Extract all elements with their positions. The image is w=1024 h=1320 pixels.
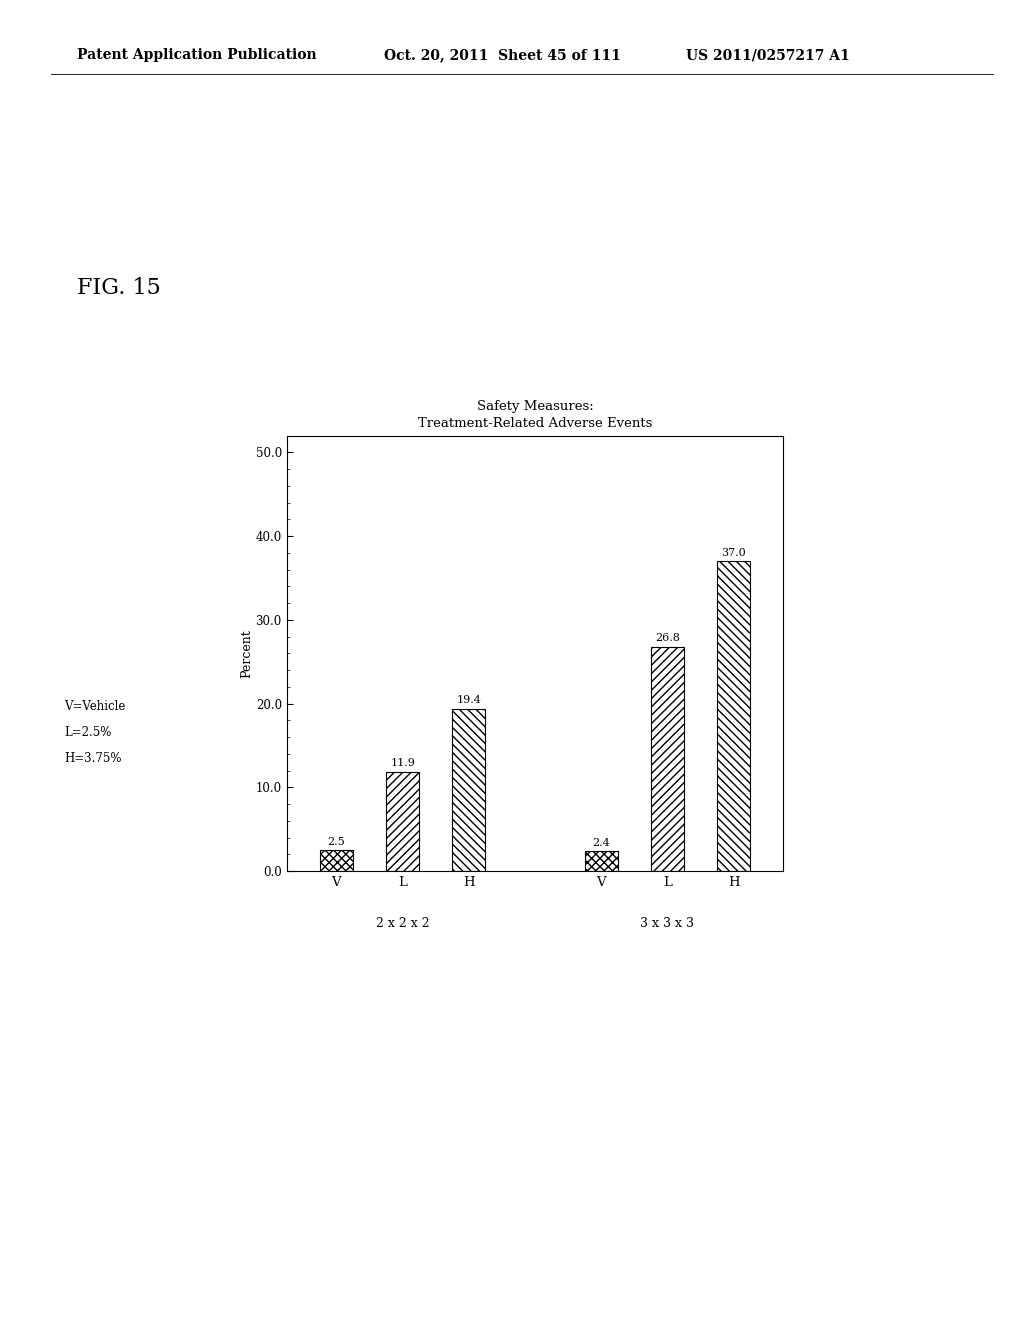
Text: 19.4: 19.4 xyxy=(457,696,481,705)
Text: V=Vehicle: V=Vehicle xyxy=(65,700,126,713)
Text: Patent Application Publication: Patent Application Publication xyxy=(77,49,316,62)
Bar xyxy=(585,851,617,871)
Text: 37.0: 37.0 xyxy=(721,548,746,558)
Text: Oct. 20, 2011  Sheet 45 of 111: Oct. 20, 2011 Sheet 45 of 111 xyxy=(384,49,621,62)
Text: 2 x 2 x 2: 2 x 2 x 2 xyxy=(376,917,429,931)
Text: 11.9: 11.9 xyxy=(390,758,415,768)
Bar xyxy=(386,771,419,871)
Y-axis label: Percent: Percent xyxy=(240,630,253,677)
Text: FIG. 15: FIG. 15 xyxy=(77,277,161,300)
Bar xyxy=(651,647,684,871)
Text: US 2011/0257217 A1: US 2011/0257217 A1 xyxy=(686,49,850,62)
Bar xyxy=(319,850,353,871)
Text: H=3.75%: H=3.75% xyxy=(65,752,122,766)
Bar xyxy=(717,561,751,871)
Text: 2.5: 2.5 xyxy=(328,837,345,847)
Title: Safety Measures:
Treatment-Related Adverse Events: Safety Measures: Treatment-Related Adver… xyxy=(418,400,652,430)
Text: 3 x 3 x 3: 3 x 3 x 3 xyxy=(640,917,694,931)
Text: L=2.5%: L=2.5% xyxy=(65,726,112,739)
Bar xyxy=(453,709,485,871)
Text: 2.4: 2.4 xyxy=(592,838,610,847)
Text: 26.8: 26.8 xyxy=(655,634,680,643)
